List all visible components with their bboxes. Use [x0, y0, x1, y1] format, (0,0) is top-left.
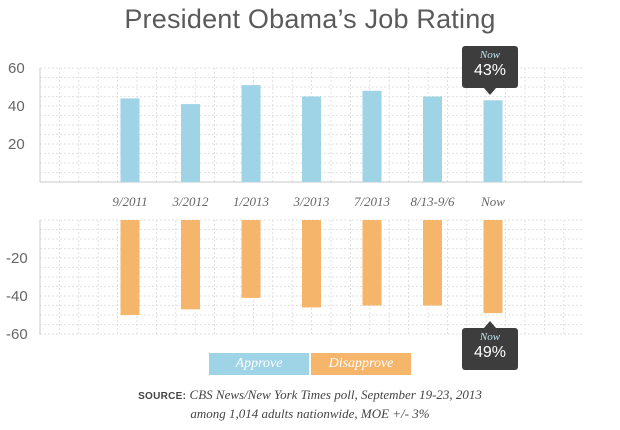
- disapprove-bar: [181, 220, 200, 310]
- y-tick-label: 60: [8, 60, 25, 77]
- source-line-1: CBS News/New York Times poll, September …: [189, 387, 482, 402]
- approve-bar: [362, 90, 382, 182]
- approve-bar: [120, 98, 140, 182]
- y-tick-label: 40: [8, 98, 25, 115]
- disapprove-bar: [483, 220, 503, 314]
- chart-title: President Obama’s Job Rating: [124, 4, 496, 34]
- source-note: SOURCE: CBS News/New York Times poll, Se…: [0, 386, 620, 422]
- category-label: 9/2011: [112, 194, 147, 209]
- source-label: SOURCE:: [138, 391, 187, 402]
- approve-bar: [241, 85, 261, 182]
- category-label: Now: [480, 194, 505, 209]
- callout-value: 43%: [473, 62, 507, 79]
- bars: [120, 85, 503, 315]
- y-axis-ticks: 60 40 20 -20 -40 -60: [6, 60, 28, 343]
- approve-bar: [302, 96, 321, 182]
- y-tick-label: -40: [6, 288, 28, 305]
- disapprove-bar: [423, 220, 442, 306]
- y-tick-label: -20: [6, 250, 28, 267]
- disapprove-bar: [120, 220, 140, 315]
- category-label: 3/2013: [292, 194, 330, 209]
- source-line-2: among 1,014 adults nationwide, MOE +/- 3…: [190, 406, 430, 421]
- category-label: 8/13-9/6: [410, 194, 455, 209]
- approve-bar: [423, 96, 442, 182]
- y-tick-label: -60: [6, 326, 28, 343]
- approve-bar: [483, 100, 503, 182]
- legend-approve: Approve: [209, 353, 309, 375]
- callout-value: 49%: [473, 344, 507, 361]
- category-label: 1/2013: [233, 194, 270, 209]
- callout-label: Now: [479, 331, 501, 343]
- disapprove-bar: [362, 220, 382, 306]
- category-label: 7/2013: [354, 194, 391, 209]
- legend-disapprove: Disapprove: [311, 353, 411, 375]
- disapprove-now-callout: Now 49%: [462, 321, 518, 370]
- disapprove-bar: [302, 220, 321, 308]
- approve-bar: [181, 104, 200, 182]
- approve-now-callout: Now 43%: [462, 46, 518, 95]
- y-tick-label: 20: [8, 136, 25, 153]
- category-label: 3/2012: [171, 194, 209, 209]
- category-labels: 9/2011 3/2012 1/2013 3/2013 7/2013 8/13-9/6 No…: [112, 194, 505, 209]
- callout-label: Now: [479, 49, 501, 61]
- disapprove-bar: [241, 220, 261, 298]
